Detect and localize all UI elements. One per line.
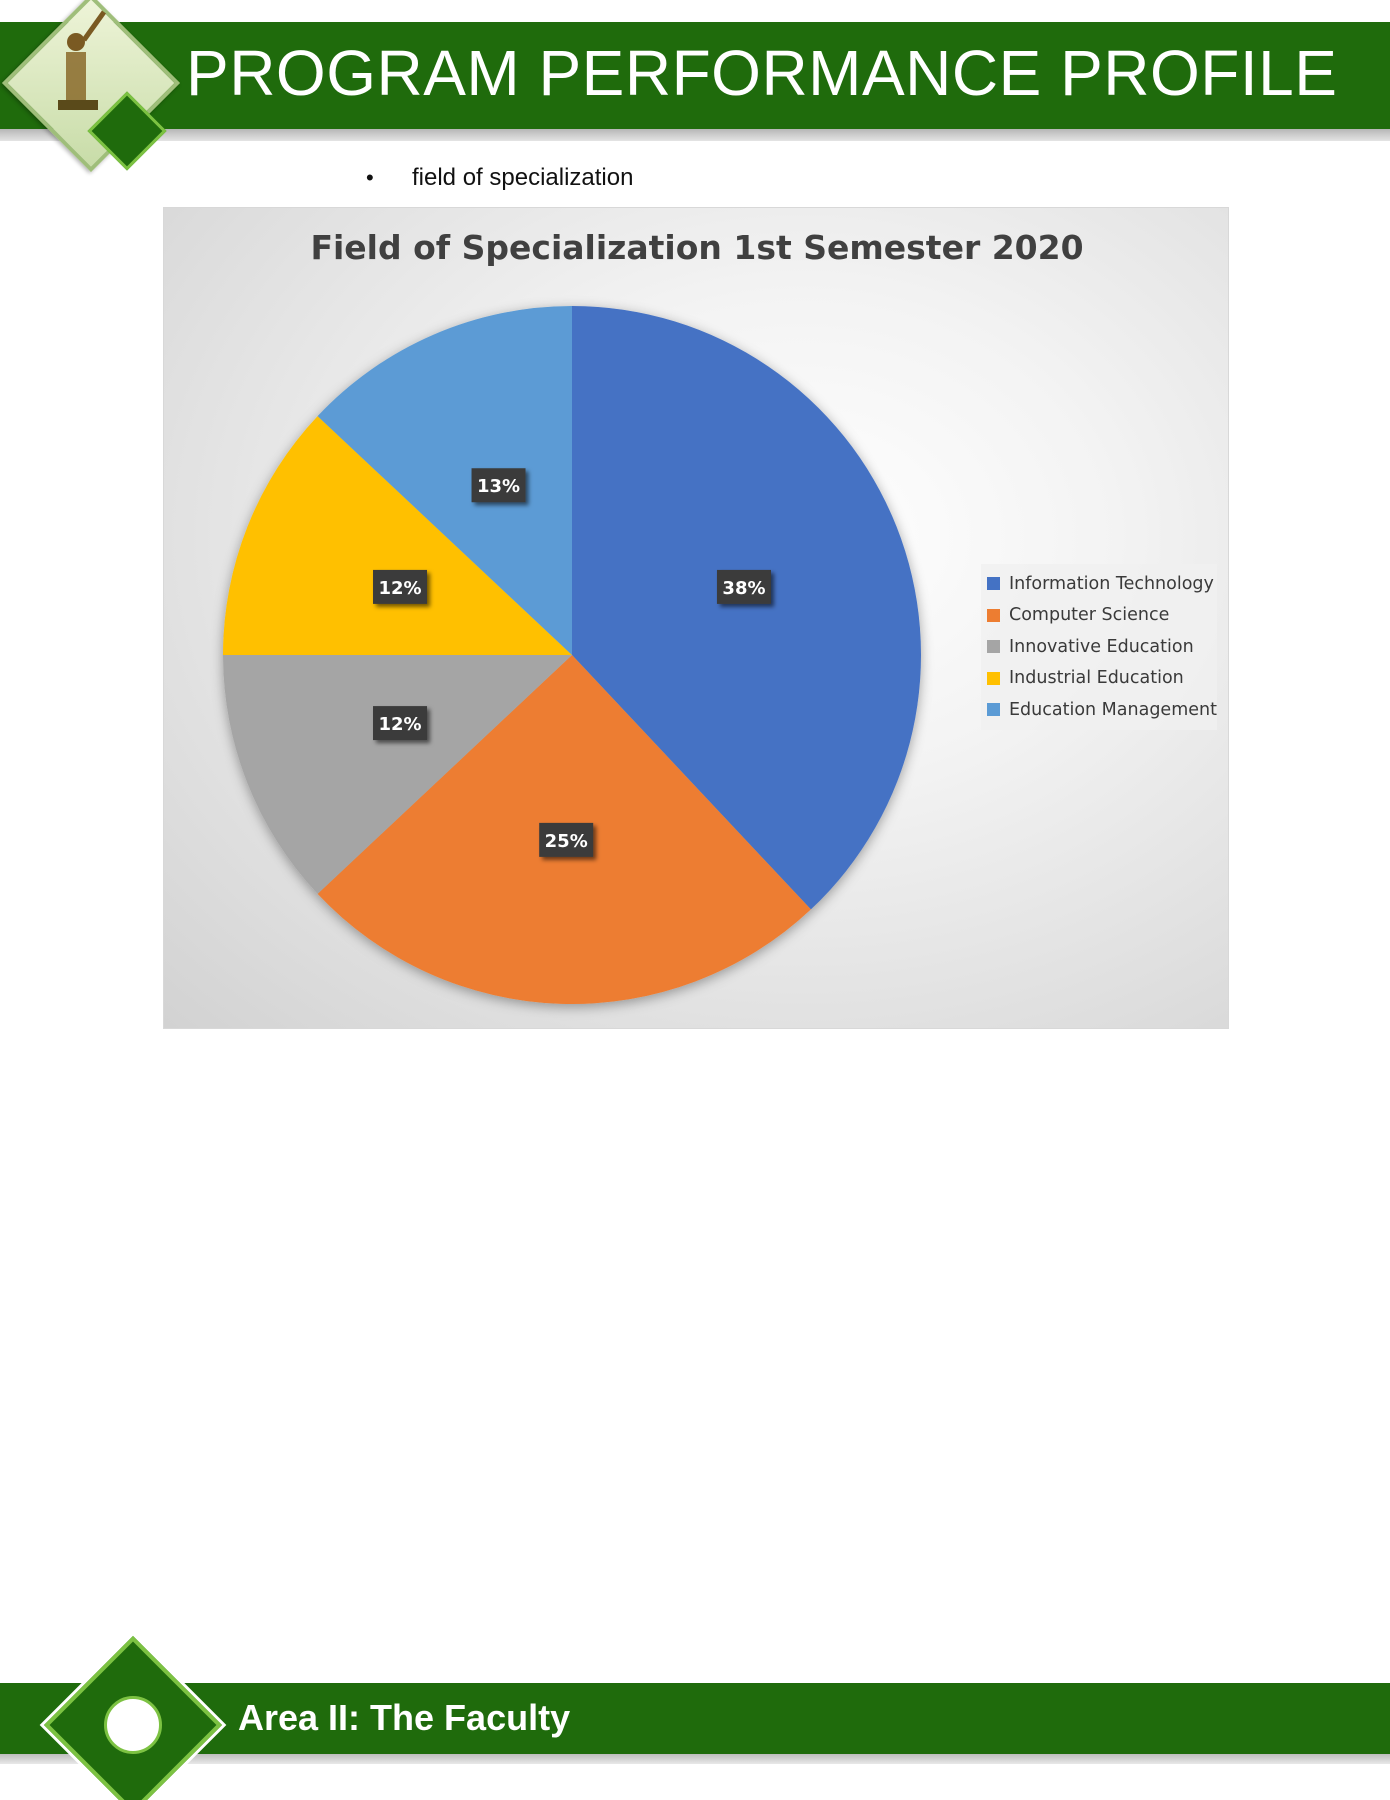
pie-data-label-box: [471, 468, 526, 503]
legend-label: Education Management: [1009, 699, 1217, 720]
header-band: [0, 22, 1390, 129]
legend-label: Industrial Education: [1009, 668, 1184, 689]
pie-data-label: 12%: [373, 706, 428, 741]
pie-data-label-text: 38%: [722, 578, 765, 599]
legend-item: Innovative Education: [987, 631, 1213, 663]
pie-slice-education-management: [317, 306, 572, 655]
footer-accent-stripe: [0, 1754, 1390, 1764]
pie-data-label: 13%: [471, 468, 526, 503]
pie-data-label-box: [373, 706, 428, 741]
pie-data-label-box: [716, 569, 771, 604]
legend-item: Education Management: [987, 694, 1217, 726]
footer-seal-emblem-icon: [104, 1696, 162, 1754]
legend-label: Innovative Education: [1009, 636, 1194, 657]
chart-title: Field of Specialization 1st Semester 202…: [310, 228, 1084, 267]
pie-slice-innovative-education: [223, 655, 572, 894]
pie-data-label-text: 13%: [477, 476, 520, 497]
legend-item: Industrial Education: [987, 663, 1213, 695]
pie-chart: Field of Specialization 1st Semester 202…: [163, 207, 1229, 1029]
pie-chart-plot: 38% 25% 12% 12% 13%: [223, 306, 921, 1004]
pie-data-label: 38%: [716, 569, 771, 604]
footer-area-label: Area II: The Faculty: [238, 1697, 571, 1738]
bullet-marker: •: [366, 165, 374, 190]
pie-data-label: 12%: [373, 569, 428, 604]
monument-logo-icon: [58, 10, 107, 110]
pie-data-label-box: [539, 822, 594, 857]
legend-swatch: [987, 640, 1000, 654]
footer-band: [0, 1683, 1390, 1754]
pie-data-label-text: 25%: [545, 831, 588, 852]
pie-data-label: 25%: [539, 822, 594, 857]
bullet-item: • field of specialization: [366, 164, 633, 192]
legend-swatch: [987, 577, 1000, 591]
pie-data-label-text: 12%: [378, 714, 421, 735]
legend-swatch: [987, 703, 1000, 717]
page-title: PROGRAM PERFORMANCE PROFILE: [186, 37, 1338, 109]
pie-data-label-box: [373, 569, 428, 604]
legend-label: Computer Science: [1009, 605, 1170, 626]
header-accent-stripe: [0, 129, 1390, 141]
pie-data-label-text: 12%: [378, 578, 421, 599]
legend-label: Information Technology: [1009, 573, 1214, 594]
legend-item: Computer Science: [987, 600, 1213, 632]
pie-slice-information-technology: [572, 306, 921, 910]
bullet-text: field of specialization: [412, 164, 634, 191]
chart-legend: Information Technology Computer Science In…: [981, 564, 1217, 730]
legend-swatch: [987, 671, 1000, 685]
legend-swatch: [987, 608, 1000, 622]
legend-item: Information Technology: [987, 568, 1214, 600]
pie-slice-industrial-education: [223, 416, 572, 655]
